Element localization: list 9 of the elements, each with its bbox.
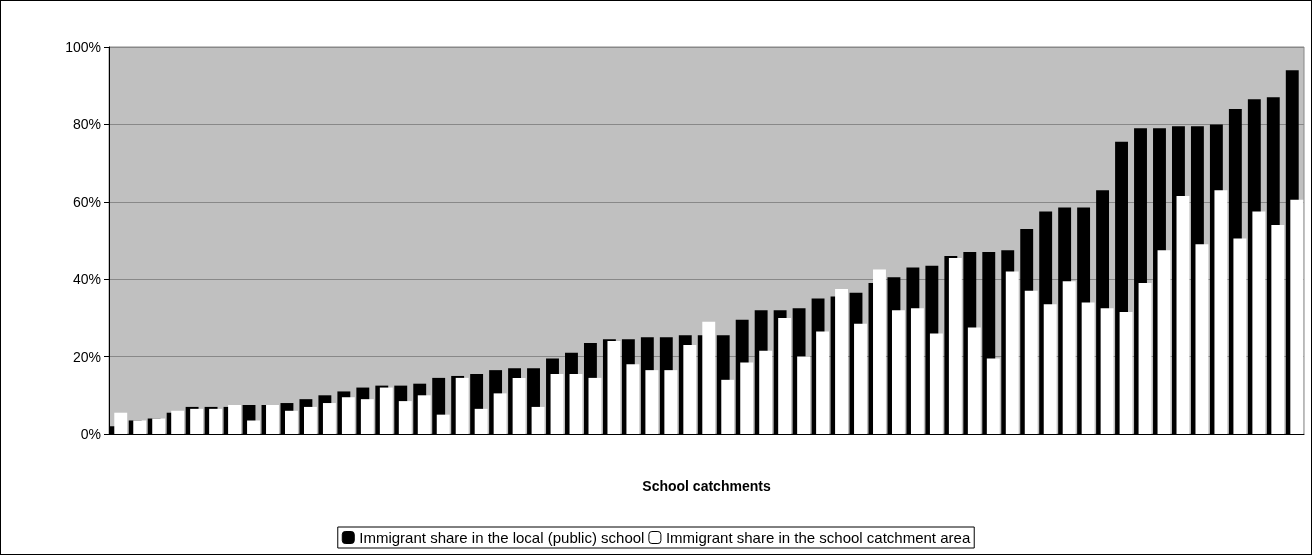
legend-label: Immigrant share in the local (public) school (359, 529, 645, 546)
y-tick-label: 100% (65, 39, 101, 55)
y-tick-label: 20% (72, 348, 101, 365)
y-tick-label: 60% (72, 193, 101, 210)
y-tick-label: 0% (80, 426, 101, 442)
legend-label: Immigrant share in the school catchment area (665, 529, 971, 546)
y-tick-label: 40% (72, 271, 101, 288)
x-axis-title: School catchments (642, 478, 771, 494)
y-tick-label: 80% (72, 116, 101, 133)
